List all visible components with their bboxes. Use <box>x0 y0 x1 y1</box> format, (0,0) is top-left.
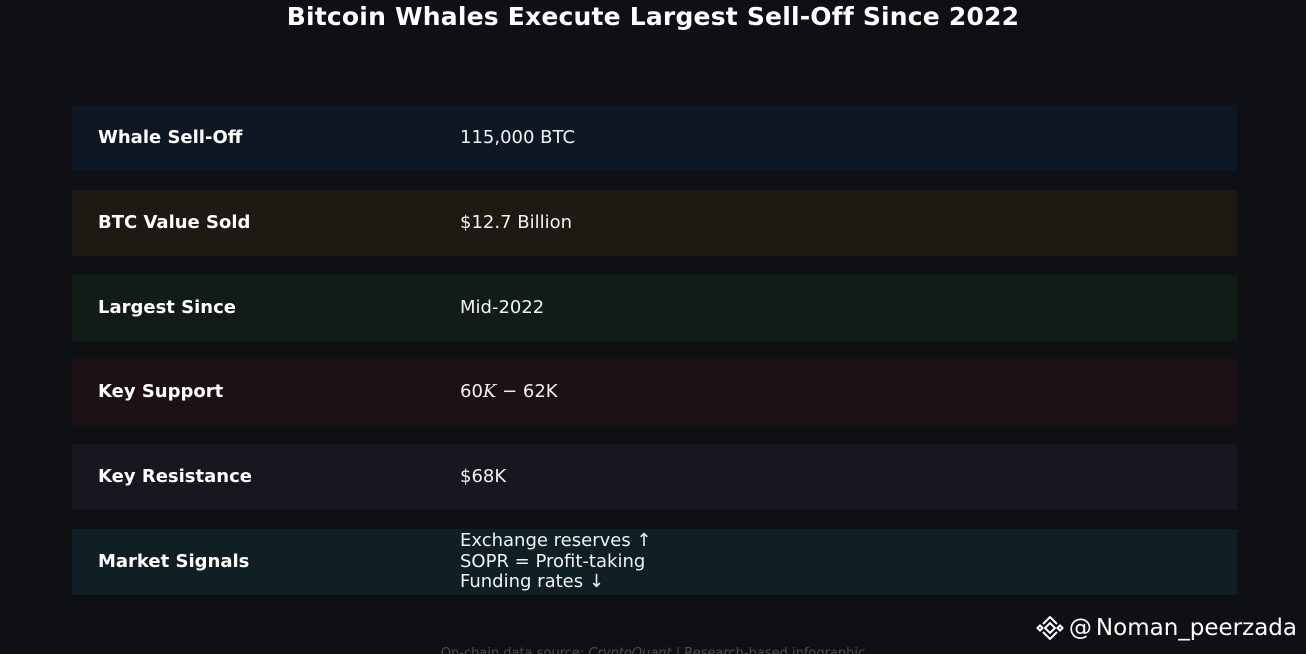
row-value: 60K − 62K <box>460 359 558 425</box>
value-part: − 62K <box>496 381 558 402</box>
row-label: BTC Value Sold <box>98 212 251 233</box>
row-value: $12.7 Billion <box>460 212 573 233</box>
source-prefix: On-chain data source: <box>440 646 589 654</box>
row-value: Exchange reserves ↑ SOPR = Profit-taking… <box>460 530 652 593</box>
watermark-handle: Noman_peerzada <box>1095 615 1297 641</box>
row-label: Key Resistance <box>98 466 252 487</box>
row-label: Largest Since <box>98 297 236 318</box>
signal-line: Funding rates ↓ <box>460 571 604 592</box>
row-key-support: Key Support 60K − 62K <box>72 359 1237 425</box>
source-name: CryptoQuant <box>588 646 672 654</box>
source-suffix: | Research-based infographic <box>671 646 866 654</box>
row-label: Market Signals <box>98 551 250 572</box>
row-key-resistance: Key Resistance $68K <box>72 444 1237 510</box>
row-largest-since: Largest Since Mid-2022 <box>72 275 1237 341</box>
source-footnote: On-chain data source: CryptoQuant | Rese… <box>0 646 1306 654</box>
signal-line: Exchange reserves ↑ <box>460 530 652 551</box>
row-label: Whale Sell-Off <box>98 127 243 148</box>
binance-logo-icon <box>1035 615 1064 641</box>
row-value: 115,000 BTC <box>460 127 576 148</box>
signal-line: SOPR = Profit-taking <box>460 550 646 572</box>
value-part: 60 <box>460 381 483 402</box>
watermark-at: @ <box>1068 615 1092 641</box>
value-part: K <box>482 381 497 402</box>
row-label: Key Support <box>98 381 224 402</box>
row-btc-value-sold: BTC Value Sold $12.7 Billion <box>72 190 1237 256</box>
row-value: $68K <box>460 466 507 487</box>
row-market-signals: Market Signals Exchange reserves ↑ SOPR … <box>72 529 1237 595</box>
infographic-title: Bitcoin Whales Execute Largest Sell-Off … <box>286 2 1020 31</box>
row-whale-sell-off: Whale Sell-Off 115,000 BTC <box>72 105 1237 171</box>
row-value: Mid-2022 <box>460 297 545 318</box>
watermark: @ Noman_peerzada <box>1035 612 1297 644</box>
